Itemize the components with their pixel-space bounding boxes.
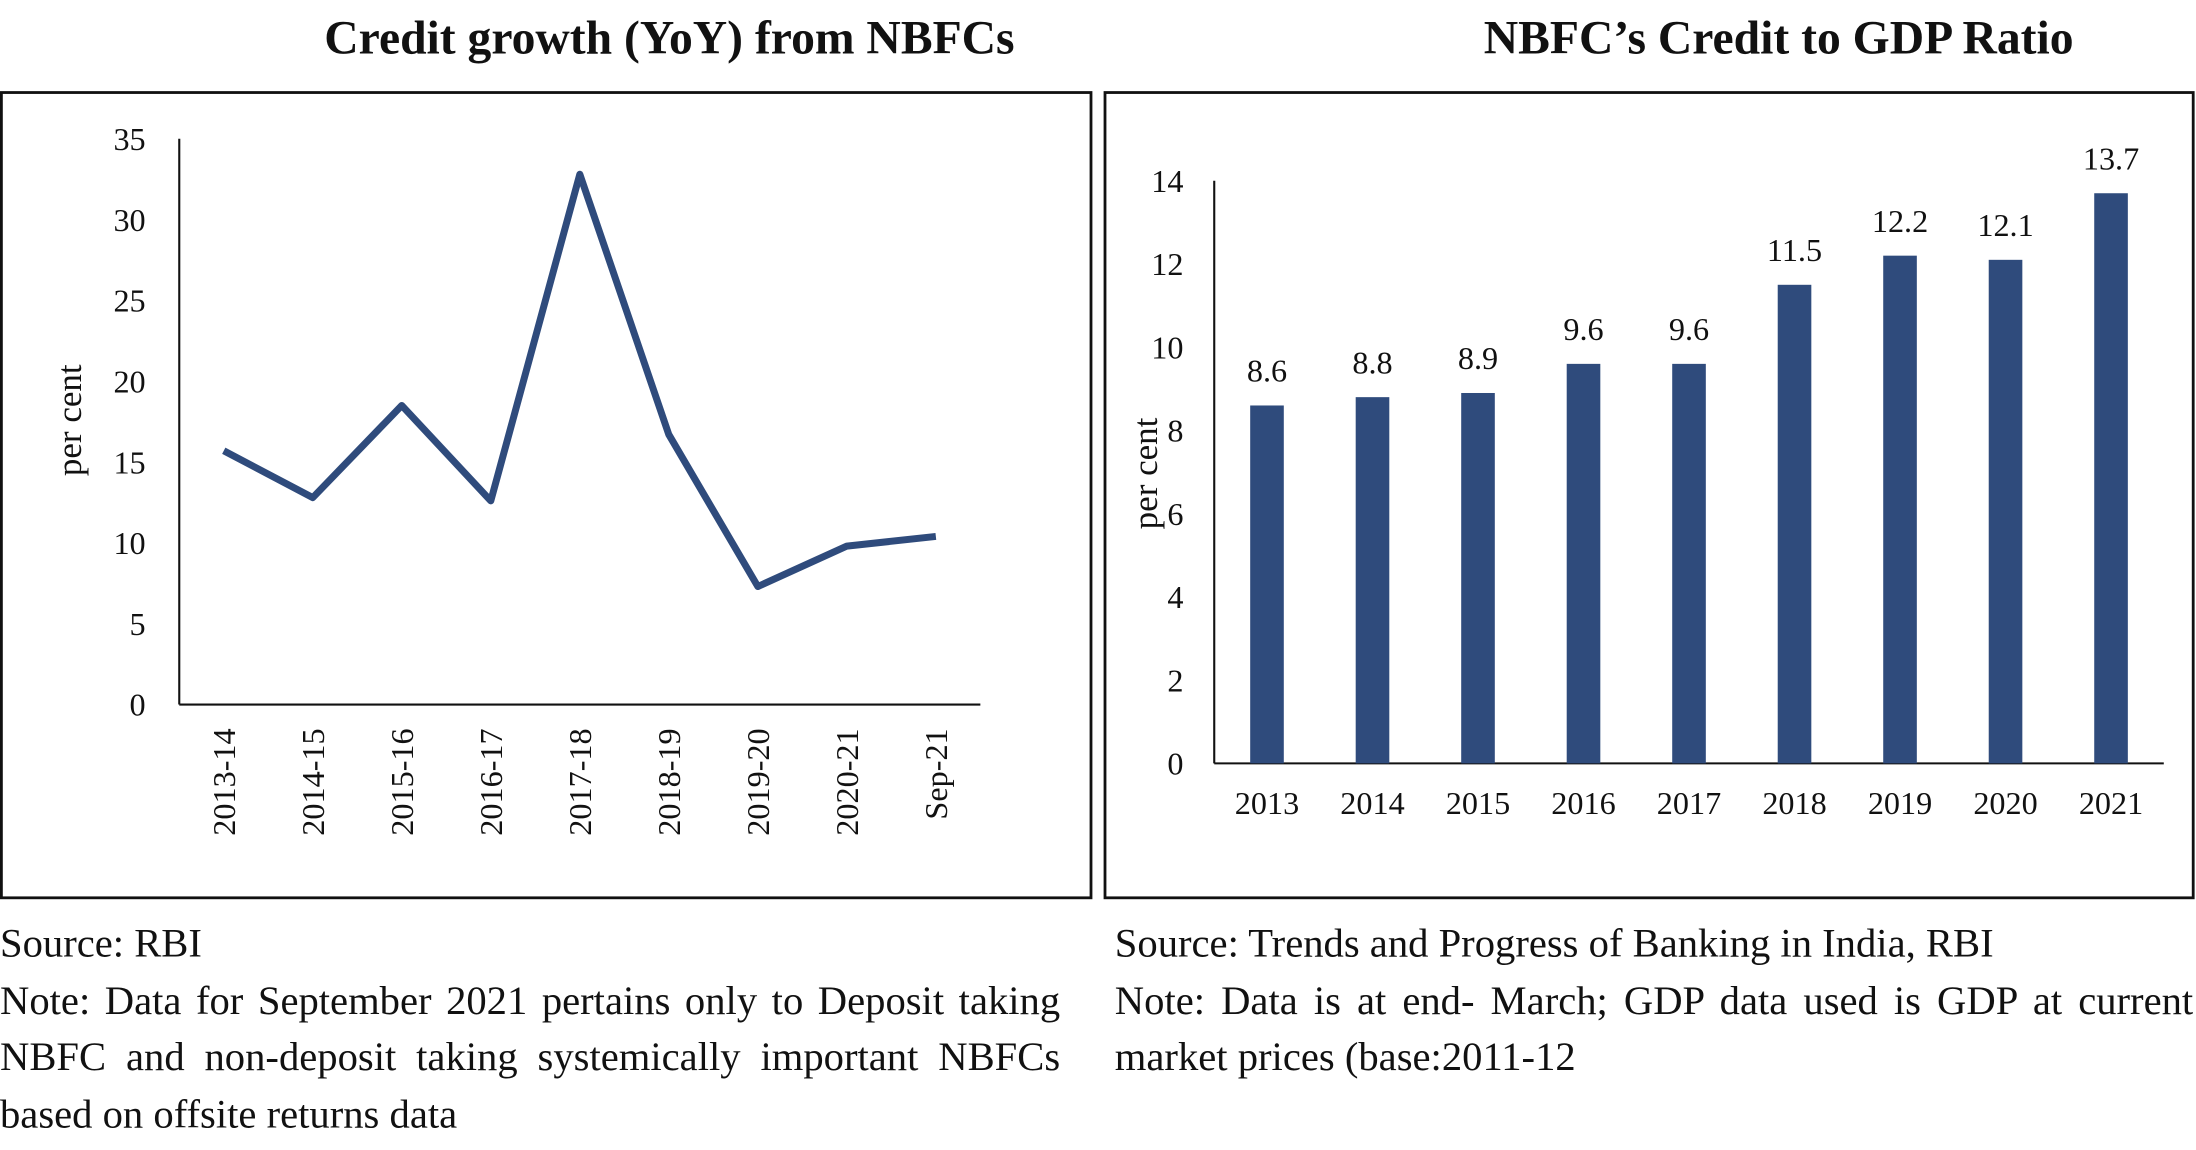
line-series [222, 170, 937, 591]
x-tick-label: 2017-18 [562, 728, 598, 835]
note-block: Source: Trends and Progress of Banking i… [1115, 916, 2193, 1087]
bar [1883, 255, 1917, 764]
value-label: 8.8 [1352, 344, 1392, 380]
y-tick-label: 30 [113, 202, 145, 238]
y-tick-label: 12 [1151, 246, 1183, 282]
y-tick-label: 0 [130, 687, 146, 723]
y-axis-label: per cent [50, 364, 89, 476]
y-tick-label: 14 [1151, 163, 1183, 199]
x-tick-label: 2021 [2079, 785, 2143, 821]
source-note: Source: Trends and Progress of Banking i… [1115, 916, 2193, 1087]
value-label: 9.6 [1563, 311, 1603, 347]
source-note: Source: RBI Note: Data for September 2021… [0, 916, 1060, 1143]
y-tick-label: 8 [1167, 413, 1183, 449]
bar [1672, 363, 1706, 764]
value-label: 8.9 [1458, 340, 1498, 376]
x-tick-label: 2017 [1657, 785, 1721, 821]
bar [1250, 405, 1284, 764]
x-tick-label: 2018-19 [651, 728, 687, 835]
x-tick-label: 2019 [1868, 785, 1932, 821]
bar [1988, 259, 2023, 764]
note-block: Source: RBI Note: Data for September 2021… [0, 916, 1060, 1143]
x-tick-label: 2020 [1973, 785, 2037, 821]
x-tick-label: Sep-21 [918, 728, 954, 819]
x-tick-label: 2015 [1446, 785, 1510, 821]
x-tick-label: 2014 [1340, 785, 1404, 821]
y-tick-label: 25 [113, 283, 145, 319]
bar [1777, 284, 1812, 764]
value-label: 9.6 [1669, 311, 1709, 347]
value-label: 12.1 [1977, 207, 2033, 243]
y-tick-label: 5 [130, 606, 146, 642]
y-tick-label: 2 [1167, 662, 1183, 698]
right-frame [1103, 91, 2195, 900]
source: Source: Trends and Progress of Banking i… [1114, 921, 1994, 967]
chart-title: NBFC’s Credit to GDP Ratio [1484, 12, 2074, 64]
left-frame [0, 91, 1093, 900]
y-tick-label: 4 [1167, 579, 1183, 615]
x-tick-label: 2014-15 [295, 728, 331, 835]
bar [1566, 363, 1601, 764]
y-tick-label: 35 [113, 121, 145, 157]
bar [1355, 397, 1390, 764]
value-label: 8.6 [1247, 353, 1287, 389]
y-tick-label: 6 [1167, 496, 1183, 532]
source: Source: RBI [0, 921, 202, 967]
x-tick-label: 2016 [1551, 785, 1615, 821]
value-label: 12.2 [1872, 203, 1928, 239]
bar [1461, 392, 1495, 764]
y-tick-label: 10 [113, 525, 145, 561]
chart-title: Credit growth (YoY) from NBFCs [324, 12, 1014, 64]
bar [2094, 193, 2128, 764]
y-tick-label: 20 [113, 363, 145, 399]
x-tick-label: 2015-16 [384, 728, 420, 835]
note: Note: Data for September 2021 pertains o… [0, 978, 1061, 1137]
y-tick-label: 0 [1167, 746, 1183, 782]
y-tick-label: 10 [1151, 329, 1183, 365]
value-label: 13.7 [2083, 140, 2139, 176]
y-axis-label: per cent [1126, 417, 1165, 529]
x-tick-label: 2018 [1762, 785, 1826, 821]
x-tick-label: 2016-17 [473, 728, 509, 835]
x-tick-label: 2019-20 [740, 728, 776, 835]
x-tick-label: 2020-21 [829, 728, 865, 835]
x-tick-label: 2013-14 [206, 728, 242, 835]
y-tick-label: 15 [113, 444, 145, 480]
value-label: 11.5 [1767, 232, 1822, 268]
note: Note: Data is at end- March; GDP data us… [1114, 978, 2194, 1081]
x-tick-label: 2013 [1235, 785, 1299, 821]
